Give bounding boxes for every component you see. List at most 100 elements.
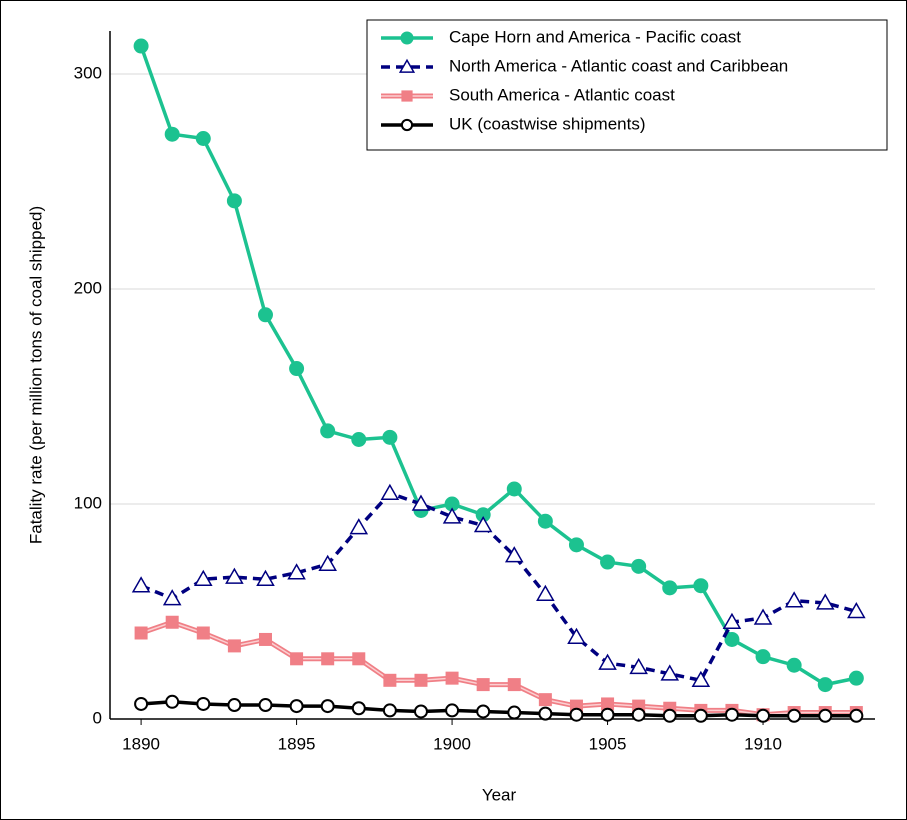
marker <box>756 708 771 723</box>
marker <box>818 708 833 723</box>
marker <box>196 626 210 640</box>
marker <box>320 423 336 439</box>
marker <box>568 537 584 553</box>
marker <box>724 707 739 722</box>
y-tick-label: 300 <box>74 63 102 82</box>
marker <box>349 518 369 535</box>
marker <box>196 696 211 711</box>
marker <box>289 699 304 714</box>
marker <box>445 671 459 685</box>
marker <box>598 653 617 670</box>
y-tick-label: 200 <box>74 278 102 297</box>
legend-label: North America - Atlantic coast and Carib… <box>449 56 788 75</box>
marker <box>411 494 431 511</box>
marker <box>258 698 273 713</box>
marker <box>817 677 833 693</box>
legend-label: South America - Atlantic coast <box>449 85 675 104</box>
legend-box <box>366 19 888 151</box>
marker <box>569 707 584 722</box>
marker <box>847 601 866 619</box>
y-tick-label: 100 <box>74 493 102 512</box>
marker <box>445 703 460 718</box>
marker <box>352 652 366 666</box>
marker <box>848 670 864 686</box>
marker <box>134 626 148 640</box>
marker <box>194 569 213 586</box>
x-tick-label: 1900 <box>433 734 471 753</box>
marker <box>784 591 804 608</box>
marker <box>320 699 335 714</box>
marker <box>724 631 740 647</box>
marker <box>400 118 414 132</box>
marker <box>693 578 709 594</box>
marker <box>660 664 680 681</box>
marker <box>133 38 149 54</box>
marker <box>507 705 522 720</box>
marker <box>755 649 771 665</box>
marker <box>380 483 400 500</box>
marker <box>476 678 490 692</box>
marker <box>504 546 524 563</box>
marker <box>629 657 648 675</box>
marker <box>567 627 586 645</box>
x-tick-label: 1910 <box>744 734 782 753</box>
x-tick-label: 1895 <box>278 734 316 753</box>
marker <box>691 670 711 688</box>
x-tick-label: 1905 <box>589 734 627 753</box>
legend-label: Cape Horn and America - Pacific coast <box>449 27 741 46</box>
marker <box>289 361 305 377</box>
marker <box>662 708 677 723</box>
marker <box>476 704 491 719</box>
marker <box>442 507 462 524</box>
marker <box>401 90 413 102</box>
marker <box>382 703 397 718</box>
marker <box>165 615 179 629</box>
marker <box>600 707 615 722</box>
marker <box>631 558 647 574</box>
legend-label: UK (coastwise shipments) <box>449 114 646 133</box>
marker <box>165 694 180 709</box>
marker <box>662 580 678 596</box>
marker <box>290 652 304 666</box>
marker <box>600 554 616 570</box>
marker <box>506 481 522 497</box>
y-axis-label: Fatality rate (per million tons of coal … <box>26 206 45 544</box>
marker <box>787 708 802 723</box>
marker <box>537 513 553 529</box>
marker <box>162 589 182 606</box>
marker <box>131 576 151 593</box>
marker <box>631 707 646 722</box>
marker <box>413 704 428 719</box>
marker <box>257 307 273 323</box>
marker <box>473 515 493 533</box>
marker <box>786 657 802 673</box>
marker <box>164 126 180 142</box>
marker <box>134 696 149 711</box>
marker <box>382 429 398 445</box>
marker <box>538 693 552 707</box>
marker <box>226 193 242 209</box>
marker <box>318 554 337 571</box>
marker <box>536 584 555 602</box>
marker <box>722 612 742 629</box>
marker <box>693 708 708 723</box>
marker <box>258 632 272 646</box>
marker <box>507 678 521 692</box>
marker <box>227 639 241 653</box>
marker <box>351 701 366 716</box>
x-tick-label: 1890 <box>122 734 160 753</box>
marker <box>256 569 275 586</box>
marker <box>321 652 335 666</box>
marker <box>225 567 244 584</box>
marker <box>414 673 428 687</box>
marker <box>753 608 773 625</box>
marker <box>287 563 306 580</box>
marker <box>398 58 416 73</box>
y-tick-label: 0 <box>93 708 102 727</box>
marker <box>400 31 414 45</box>
x-axis-label: Year <box>482 785 517 804</box>
marker <box>195 131 211 146</box>
marker <box>351 432 367 447</box>
marker <box>227 698 242 713</box>
